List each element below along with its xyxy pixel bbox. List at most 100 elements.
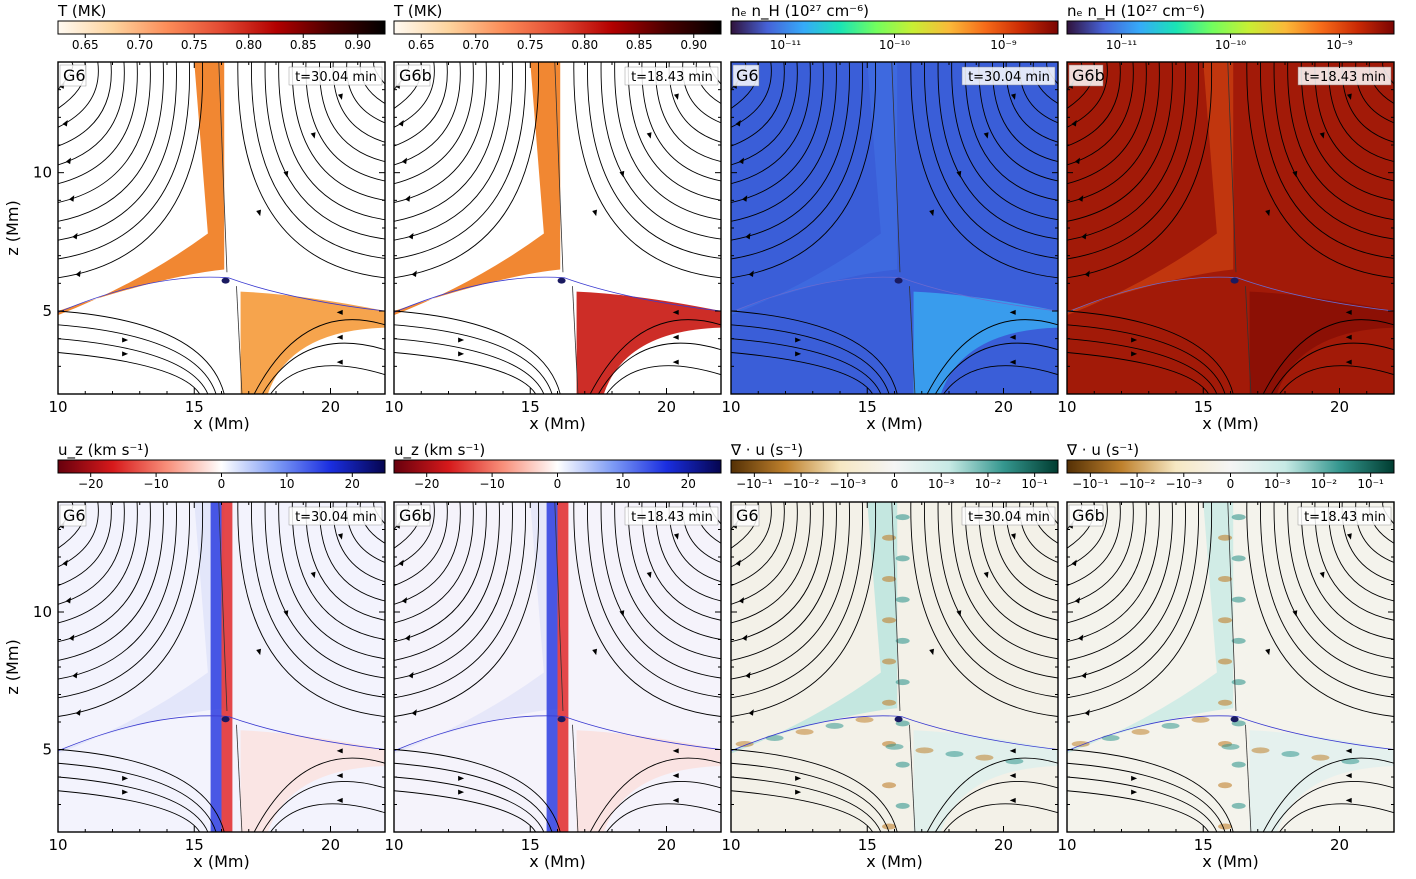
z-tick-label: 5	[42, 741, 52, 759]
time-stamp: t=18.43 min	[624, 506, 719, 526]
z-axis	[394, 501, 721, 833]
svg-text:t=18.43 min: t=18.43 min	[1304, 70, 1386, 85]
colorbar-tick-label: 10⁻⁹	[1326, 38, 1353, 52]
colorbar-title: nₑ n_H (10²⁷ cm⁻⁶)	[1067, 2, 1205, 21]
colorbar-tick-label: 10⁻¹	[1357, 477, 1384, 491]
colorbar-tick-label: −20	[78, 477, 103, 491]
z-axis: 5 10 z (Mm)	[3, 501, 385, 833]
colorbar-tick-label: −10	[143, 477, 168, 491]
colorbar-tick-label: 20	[681, 477, 696, 491]
colorbar-tick-label: 10⁻³	[1264, 477, 1291, 491]
x-tick-label: 15	[185, 836, 204, 854]
x-axis-label: x (Mm)	[1202, 852, 1258, 871]
colorbar-tick-label: −10⁻²	[783, 477, 820, 491]
panel-1-0: u_z (km s⁻¹) −20 −10 0 10 20 G6 t=30.04 min 10 15…	[3, 441, 386, 871]
x-axis: 10 15 20 x (Mm)	[1057, 502, 1395, 871]
colorbar-tick-label: 10	[279, 477, 294, 491]
time-stamp: t=18.43 min	[1297, 66, 1392, 86]
x-tick-label: 20	[994, 836, 1013, 854]
x-tick-label: 10	[721, 836, 740, 854]
colorbar-title: T (MK)	[57, 2, 106, 20]
colorbar: T (MK) 0.65 0.70 0.75 0.80 0.85 0.90	[57, 2, 386, 52]
colorbar-tick-label: −10	[479, 477, 504, 491]
svg-text:G6: G6	[63, 506, 86, 525]
x-tick-label: 10	[48, 398, 67, 416]
svg-text:G6b: G6b	[1072, 66, 1105, 85]
x-tick-label: 10	[1057, 398, 1076, 416]
panel-0-2: nₑ n_H (10²⁷ cm⁻⁶) 10⁻¹¹ 10⁻¹⁰ 10⁻⁹ G6 t=30.0…	[721, 2, 1059, 433]
colorbar-tick-label: 0.80	[235, 38, 262, 52]
z-axis	[1067, 61, 1394, 395]
x-tick-label: 15	[858, 398, 877, 416]
colorbar-tick-label: 0.85	[626, 38, 653, 52]
colorbar: u_z (km s⁻¹) −20 −10 0 10 20	[57, 441, 386, 491]
colorbar-tick-label: 10⁻¹⁰	[1215, 38, 1246, 52]
colorbar: u_z (km s⁻¹) −20 −10 0 10 20	[393, 441, 722, 491]
svg-text:G6: G6	[736, 506, 759, 525]
colorbar-gradient	[1066, 20, 1395, 35]
time-stamp: t=30.04 min	[961, 506, 1056, 526]
colorbar-tick-label: 0.90	[344, 38, 371, 52]
colorbar-tick-label: 0	[218, 477, 226, 491]
z-axis: 5 10 z (Mm)	[3, 61, 385, 395]
z-axis-label: z (Mm)	[3, 639, 22, 694]
x-tick-label: 20	[1330, 398, 1349, 416]
x-tick-label: 20	[657, 836, 676, 854]
svg-text:t=30.04 min: t=30.04 min	[295, 510, 377, 525]
x-axis-label: x (Mm)	[193, 852, 249, 871]
colorbar-tick-label: 10⁻¹¹	[1106, 38, 1137, 52]
colorbar-gradient	[57, 459, 386, 474]
colorbar: ∇ · u (s⁻¹) −10⁻¹ −10⁻² −10⁻³ 0 10⁻³ 10⁻² 10⁻¹	[730, 441, 1059, 491]
field-map	[58, 62, 385, 394]
x-axis-label: x (Mm)	[1202, 414, 1258, 433]
simulation-label: G6b	[395, 504, 432, 527]
panel-1-3: ∇ · u (s⁻¹) −10⁻¹ −10⁻² −10⁻³ 0 10⁻³ 10⁻² 10⁻¹ G…	[1057, 441, 1395, 871]
x-tick-label: 10	[1057, 836, 1076, 854]
colorbar-title: u_z (km s⁻¹)	[394, 441, 485, 460]
colorbar: T (MK) 0.65 0.70 0.75 0.80 0.85 0.90	[393, 2, 722, 52]
colorbar-tick-label: 10⁻¹⁰	[879, 38, 910, 52]
field-map	[1067, 62, 1394, 394]
svg-text:t=18.43 min: t=18.43 min	[1304, 510, 1386, 525]
x-tick-label: 10	[384, 398, 403, 416]
svg-text:t=30.04 min: t=30.04 min	[968, 510, 1050, 525]
colorbar-tick-label: 0.90	[680, 38, 707, 52]
z-axis	[394, 61, 721, 395]
colorbar-gradient	[57, 20, 386, 35]
x-tick-label: 15	[1194, 398, 1213, 416]
colorbar-gradient	[393, 20, 722, 35]
colorbar-tick-label: 10⁻²	[1311, 477, 1338, 491]
colorbar-tick-label: 0.80	[571, 38, 598, 52]
colorbar: ∇ · u (s⁻¹) −10⁻¹ −10⁻² −10⁻³ 0 10⁻³ 10⁻² 10⁻¹	[1066, 441, 1395, 491]
field-lines	[731, 62, 1058, 394]
x-tick-label: 15	[521, 398, 540, 416]
x-tick-label: 15	[858, 836, 877, 854]
time-stamp: t=30.04 min	[288, 66, 383, 86]
svg-text:t=18.43 min: t=18.43 min	[631, 510, 713, 525]
colorbar-tick-label: 0.70	[462, 38, 489, 52]
x-axis: 10 15 20 x (Mm)	[721, 62, 1059, 433]
panel-0-3: nₑ n_H (10²⁷ cm⁻⁶) 10⁻¹¹ 10⁻¹⁰ 10⁻⁹ G6b t=18.…	[1057, 2, 1395, 433]
x-axis: 10 15 20 x (Mm)	[721, 502, 1059, 871]
colorbar-tick-label: 0	[891, 477, 899, 491]
svg-text:t=18.43 min: t=18.43 min	[631, 70, 713, 85]
time-stamp: t=18.43 min	[1297, 506, 1392, 526]
colorbar-tick-label: 0.70	[126, 38, 153, 52]
z-tick-label: 10	[33, 164, 52, 182]
time-stamp: t=30.04 min	[288, 506, 383, 526]
field-map	[731, 62, 1058, 394]
colorbar-tick-label: 0.75	[181, 38, 208, 52]
colorbar-tick-label: 10⁻³	[928, 477, 955, 491]
colorbar: nₑ n_H (10²⁷ cm⁻⁶) 10⁻¹¹ 10⁻¹⁰ 10⁻⁹	[730, 2, 1059, 52]
colorbar-tick-label: 10⁻⁹	[990, 38, 1017, 52]
panel-1-2: ∇ · u (s⁻¹) −10⁻¹ −10⁻² −10⁻³ 0 10⁻³ 10⁻² 10⁻¹ G…	[721, 441, 1059, 871]
simulation-label: G6b	[1068, 64, 1105, 87]
z-axis-label: z (Mm)	[3, 200, 22, 255]
svg-text:G6b: G6b	[1072, 506, 1105, 525]
z-tick-label: 5	[42, 302, 52, 320]
colorbar-tick-label: −10⁻¹	[736, 477, 773, 491]
colorbar-gradient	[730, 20, 1059, 35]
colorbar-tick-label: −20	[414, 477, 439, 491]
colorbar-gradient	[393, 459, 722, 474]
